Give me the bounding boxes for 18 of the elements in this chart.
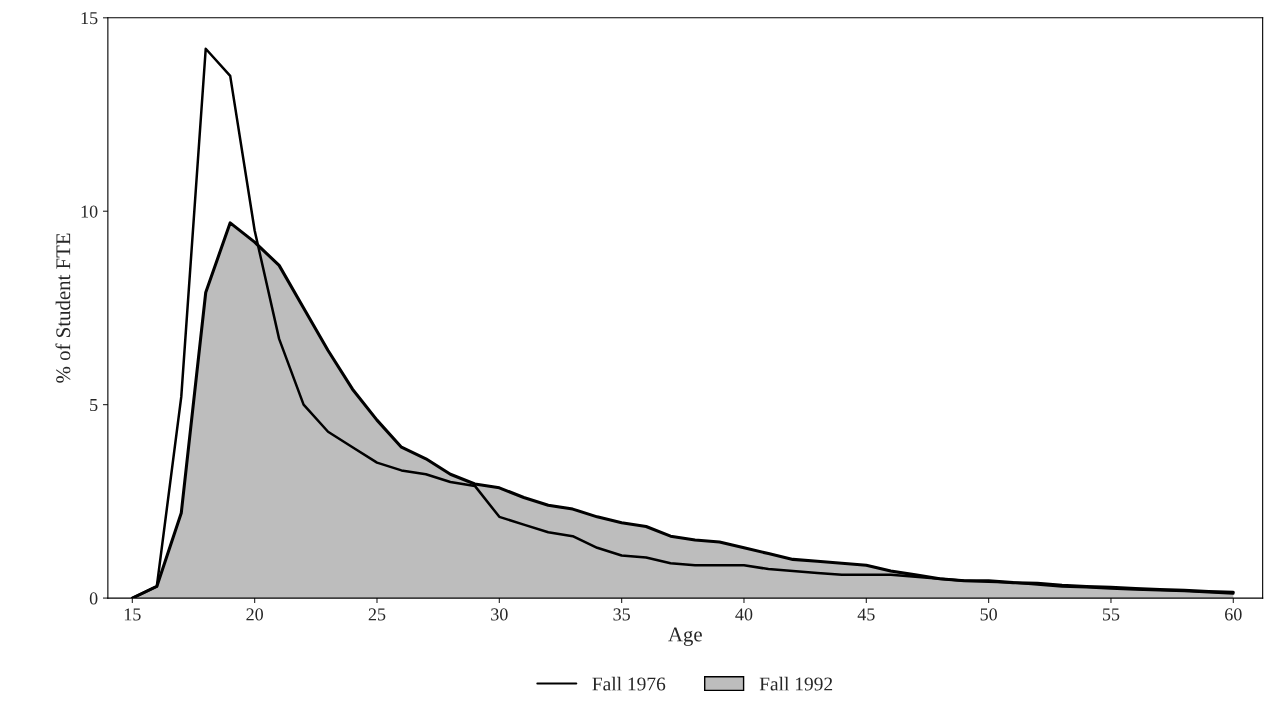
x-tick-label: 40 — [735, 608, 753, 621]
x-tick-label: 55 — [1102, 608, 1120, 621]
x-tick-label: 20 — [246, 608, 263, 621]
x-tick-label: 45 — [857, 608, 875, 621]
y-tick-label: 10 — [81, 205, 98, 218]
legend-label: Fall 1992 — [759, 676, 833, 691]
x-tick-label: 15 — [124, 608, 141, 621]
y-axis-title: % of Student FTE — [55, 233, 71, 383]
x-tick-label: 30 — [491, 608, 508, 621]
x-tick-label: 25 — [368, 608, 386, 621]
y-tick-label: 15 — [81, 12, 98, 25]
x-tick-label: 50 — [980, 608, 997, 621]
x-axis-title: Age — [668, 627, 702, 646]
y-tick-label: 0 — [89, 592, 98, 605]
x-tick-label: 60 — [1225, 608, 1242, 621]
y-tick-label: 5 — [90, 399, 98, 412]
x-tick-label: 35 — [613, 608, 630, 621]
legend-label: Fall 1976 — [592, 676, 666, 691]
